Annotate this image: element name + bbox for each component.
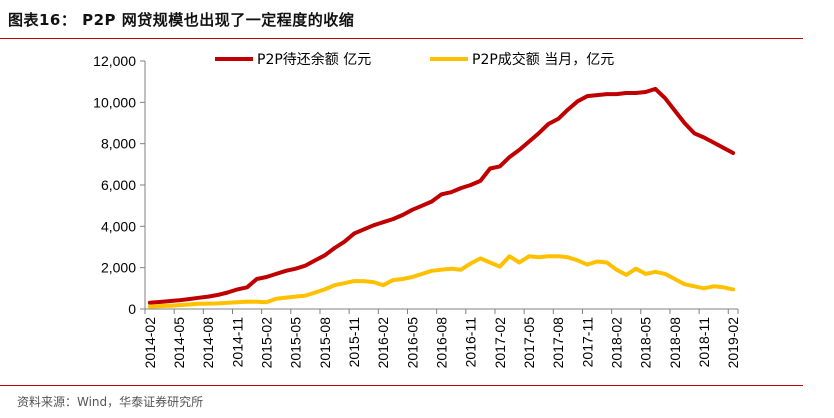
x-tick-label: 2014-11 xyxy=(229,317,245,368)
source-note: 资料来源：Wind，华泰证券研究所 xyxy=(17,395,204,409)
x-tick-label: 2016-11 xyxy=(463,317,479,368)
chart-series xyxy=(147,86,736,309)
x-tick-label: 2017-11 xyxy=(579,317,595,368)
x-tick-label: 2015-05 xyxy=(288,317,304,369)
x-tick-label: 2014-08 xyxy=(200,317,216,369)
x-tick-label: 2015-02 xyxy=(259,317,275,369)
x-tick-label: 2019-02 xyxy=(725,317,741,369)
series-line xyxy=(147,254,736,309)
y-tick-label: 0 xyxy=(128,301,136,317)
source-divider xyxy=(0,385,803,386)
line-chart: 0 2,000 4,000 6,000 8,000 10,000 12,000 2014-02… xyxy=(93,51,741,368)
legend-label: P2P待还余额 亿元 xyxy=(257,51,371,68)
x-tick-label: 2016-05 xyxy=(404,317,420,369)
x-tick-label: 2018-08 xyxy=(667,317,683,369)
y-tick-label: 8,000 xyxy=(101,136,136,152)
legend-label: P2P成交额 当月，亿元 xyxy=(472,51,614,68)
y-tick-label: 4,000 xyxy=(101,218,136,234)
y-tick-label: 2,000 xyxy=(101,260,136,276)
x-tick-label: 2014-02 xyxy=(142,317,158,369)
chart-legend: P2P待还余额 亿元 P2P成交额 当月，亿元 xyxy=(215,51,614,68)
chart-axes: 0 2,000 4,000 6,000 8,000 10,000 12,000 2014-02… xyxy=(93,53,741,368)
x-tick-label: 2018-11 xyxy=(696,317,712,368)
x-tick-label: 2017-08 xyxy=(550,317,566,369)
series-line xyxy=(147,86,736,305)
x-tick-label: 2016-02 xyxy=(375,317,391,369)
x-tick-label: 2018-05 xyxy=(638,317,654,369)
x-tick-label: 2016-08 xyxy=(434,317,450,369)
x-tick-label: 2018-02 xyxy=(608,317,624,369)
title-divider xyxy=(0,38,803,39)
x-tick-label: 2017-02 xyxy=(492,317,508,369)
x-tick-label: 2015-11 xyxy=(346,317,362,368)
x-tick-label: 2017-05 xyxy=(521,317,537,369)
x-tick-label: 2014-05 xyxy=(171,317,187,369)
y-tick-label: 6,000 xyxy=(101,177,136,193)
figure-title: 图表16： P2P 网贷规模也出现了一定程度的收缩 xyxy=(8,11,355,29)
x-tick-label: 2015-08 xyxy=(317,317,333,369)
y-tick-label: 10,000 xyxy=(93,94,136,110)
y-tick-label: 12,000 xyxy=(93,53,136,69)
